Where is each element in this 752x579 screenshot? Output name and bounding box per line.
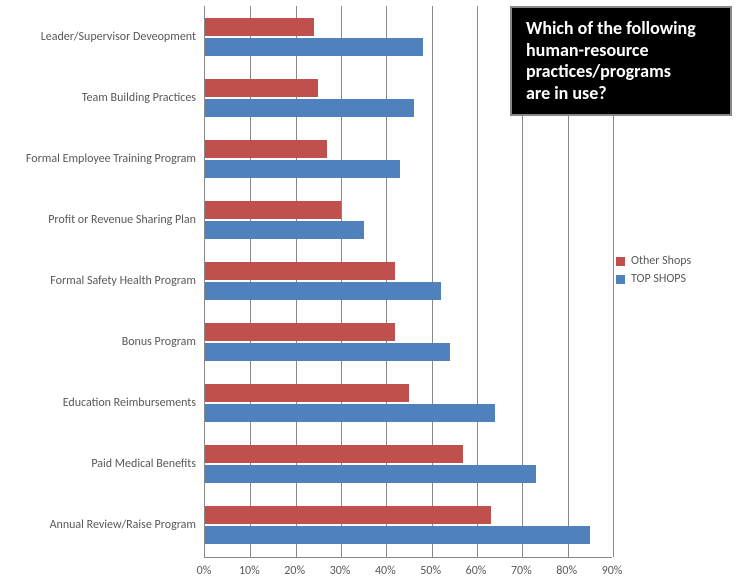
hr-practices-chart: Which of the followinghuman-resourceprac…: [0, 0, 752, 579]
legend: Other Shops TOP SHOPS: [616, 254, 691, 290]
bar-top-shops: [205, 343, 450, 361]
category-label: Formal Employee Training Program: [26, 152, 196, 166]
bar-top-shops: [205, 160, 400, 178]
chart-title-box: Which of the followinghuman-resourceprac…: [510, 6, 732, 116]
legend-swatch: [616, 275, 625, 284]
category-label: Team Building Practices: [82, 91, 196, 105]
bar-other-shops: [205, 262, 395, 280]
category-label: Leader/Supervisor Deveopment: [41, 30, 196, 44]
legend-item: TOP SHOPS: [616, 272, 691, 286]
bar-top-shops: [205, 526, 590, 544]
bar-other-shops: [205, 79, 318, 97]
bar-other-shops: [205, 323, 395, 341]
x-tick-label: 70%: [511, 564, 532, 578]
x-tick-label: 0%: [197, 564, 212, 578]
legend-item: Other Shops: [616, 254, 691, 268]
title-line: are in use?: [526, 83, 716, 105]
bar-other-shops: [205, 201, 341, 219]
legend-label: TOP SHOPS: [631, 272, 686, 286]
bar-other-shops: [205, 384, 409, 402]
category-label: Annual Review/Raise Program: [50, 518, 196, 532]
bar-top-shops: [205, 282, 441, 300]
x-tick-label: 90%: [602, 564, 623, 578]
bar-other-shops: [205, 18, 314, 36]
bar-other-shops: [205, 445, 463, 463]
title-line: human-resource: [526, 40, 716, 62]
legend-swatch: [616, 257, 625, 266]
category-label: Education Reimbursements: [63, 396, 196, 410]
x-tick-label: 10%: [239, 564, 260, 578]
bar-other-shops: [205, 506, 491, 524]
x-tick-label: 50%: [420, 564, 441, 578]
category-label: Bonus Program: [122, 335, 196, 349]
x-tick-label: 40%: [375, 564, 396, 578]
title-line: practices/programs: [526, 61, 716, 83]
x-tick-label: 20%: [284, 564, 305, 578]
category-label: Formal Safety Health Program: [50, 274, 196, 288]
category-label: Paid Medical Benefits: [91, 457, 196, 471]
legend-label: Other Shops: [631, 254, 691, 268]
bar-top-shops: [205, 38, 423, 56]
bar-top-shops: [205, 465, 536, 483]
title-line: Which of the following: [526, 18, 716, 40]
x-tick-label: 30%: [330, 564, 351, 578]
x-tick-label: 80%: [556, 564, 577, 578]
category-label: Profit or Revenue Sharing Plan: [48, 213, 196, 227]
bar-top-shops: [205, 404, 495, 422]
bar-other-shops: [205, 140, 327, 158]
x-tick-label: 60%: [466, 564, 487, 578]
bar-top-shops: [205, 99, 414, 117]
bar-top-shops: [205, 221, 364, 239]
